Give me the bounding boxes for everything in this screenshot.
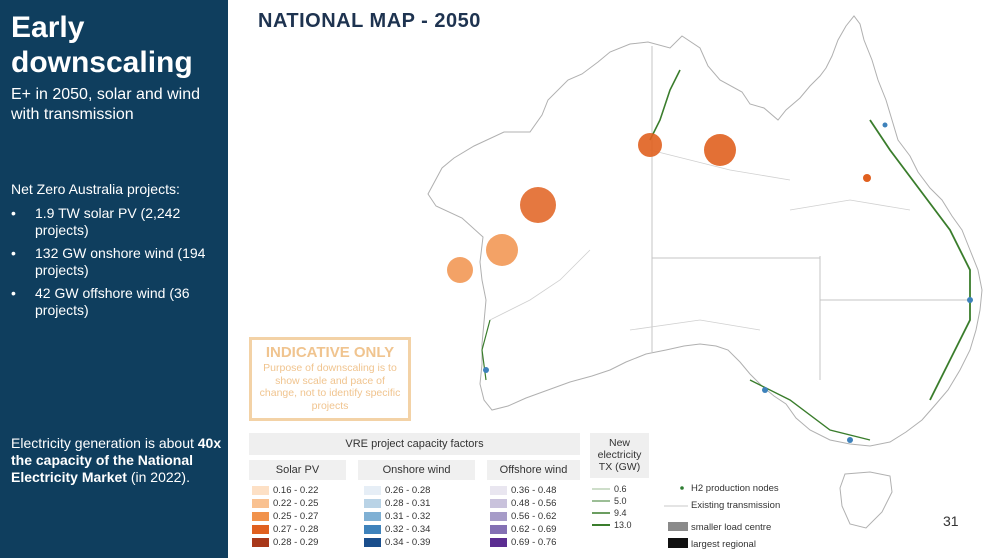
tx-legend-label: 9.4 — [614, 508, 627, 518]
key-smaller-label: smaller load centre — [691, 522, 772, 533]
generation-note-prefix: Electricity generation is about — [11, 435, 194, 451]
legend-solar-item: 0.28 - 0.29 — [252, 537, 318, 548]
legend-swatch — [252, 537, 269, 547]
indicative-body: Purpose of downscaling is to show scale … — [259, 362, 401, 412]
legend-solar-item: 0.25 - 0.27 — [252, 511, 318, 522]
slide-subtitle: E+ in 2050, solar and wind with transmis… — [11, 86, 201, 123]
legend-swatch — [490, 537, 507, 547]
legend-header: VRE project capacity factors — [249, 433, 580, 455]
generation-note: Electricity generation is about 40x the … — [11, 435, 223, 486]
solar-cluster-kimberley — [638, 133, 662, 157]
legend-swatch — [364, 511, 381, 521]
legend-solar-item: 0.16 - 0.22 — [252, 485, 318, 496]
legend-swatch — [252, 524, 269, 534]
australia-mainland — [427, 15, 983, 447]
page-number: 31 — [943, 513, 959, 529]
legend-col-solar-title: Solar PV — [249, 460, 346, 480]
existing-tx-line-east — [789, 199, 911, 211]
project-item-solar: 1.9 TW solar PV (2,242 projects) — [11, 205, 223, 239]
existing-transmission-lines — [489, 149, 911, 331]
solar-cluster-midwest — [486, 234, 518, 266]
australia-map — [427, 15, 983, 529]
generation-note-suffix: (in 2022). — [130, 469, 190, 485]
map-key-symbols — [664, 486, 688, 548]
legend-solar-item: 0.22 - 0.25 — [252, 498, 318, 509]
legend-offshore-item: 0.56 - 0.62 — [490, 511, 556, 522]
wind-project-clusters — [483, 122, 973, 443]
legend-swatch — [490, 524, 507, 534]
solar-cluster-qld — [863, 174, 871, 182]
existing-tx-line-south — [629, 319, 761, 331]
sidebar-panel: Early downscaling E+ in 2050, solar and … — [0, 0, 228, 558]
wind-cluster-1 — [483, 367, 489, 373]
tx-legend-label: 0.6 — [614, 484, 627, 494]
key-h2-label: H2 production nodes — [691, 483, 779, 494]
project-item-onshore-wind: 132 GW onshore wind (194 projects) — [11, 245, 223, 279]
legend-col-offshore-title: Offshore wind — [487, 460, 580, 480]
wind-cluster-3 — [847, 437, 853, 443]
map-title: NATIONAL MAP - 2050 — [258, 10, 481, 32]
solar-cluster-nt — [704, 134, 736, 166]
tx-legend-lines — [592, 488, 610, 526]
legend-swatch — [490, 498, 507, 508]
legend-offshore-item: 0.36 - 0.48 — [490, 485, 556, 496]
new-transmission-lines — [481, 69, 971, 441]
new-tx-line-east-coast — [869, 119, 971, 401]
wind-cluster-2 — [762, 387, 768, 393]
new-tx-line-south — [749, 379, 871, 441]
legend-onshore-item: 0.32 - 0.34 — [364, 524, 430, 535]
projects-list: 1.9 TW solar PV (2,242 projects) 132 GW … — [11, 205, 223, 325]
projects-heading: Net Zero Australia projects: — [11, 181, 180, 197]
legend-offshore-item: 0.62 - 0.69 — [490, 524, 556, 535]
key-existing-label: Existing transmission — [691, 500, 781, 511]
legend-swatch — [364, 485, 381, 495]
existing-tx-line-west — [489, 249, 591, 321]
legend-swatch — [490, 511, 507, 521]
legend-swatch — [364, 524, 381, 534]
solar-cluster-pilbara — [520, 187, 556, 223]
legend-onshore-item: 0.26 - 0.28 — [364, 485, 430, 496]
legend-onshore-item: 0.31 - 0.32 — [364, 511, 430, 522]
state-borders — [651, 46, 970, 380]
legend-offshore-item: 0.48 - 0.56 — [490, 498, 556, 509]
indicative-title: INDICATIVE ONLY — [265, 344, 395, 361]
legend-col-onshore-title: Onshore wind — [358, 460, 475, 480]
legend-swatch — [490, 485, 507, 495]
legend-solar-item: 0.27 - 0.28 — [252, 524, 318, 535]
tx-legend-label: 13.0 — [614, 520, 632, 530]
wind-cluster-4 — [967, 297, 973, 303]
project-item-offshore-wind: 42 GW offshore wind (36 projects) — [11, 285, 223, 319]
existing-tx-line-central — [649, 149, 791, 181]
legend-swatch — [364, 537, 381, 547]
legend-swatch — [252, 498, 269, 508]
legend-onshore-item: 0.34 - 0.39 — [364, 537, 430, 548]
key-largest-label: largest regional — [691, 539, 756, 550]
legend-swatch — [252, 485, 269, 495]
wind-cluster-5 — [882, 122, 888, 128]
legend-swatch — [252, 511, 269, 521]
tasmania — [839, 471, 893, 529]
solar-cluster-goldfields — [447, 257, 473, 283]
slide-title: Early downscaling — [11, 11, 193, 79]
tx-legend-title: New electricity TX (GW) — [590, 433, 649, 478]
legend-offshore-item: 0.69 - 0.76 — [490, 537, 556, 548]
largest-regional-icon — [668, 538, 688, 548]
smaller-load-centre-icon — [668, 522, 688, 531]
solar-project-clusters — [447, 133, 871, 283]
tx-legend-label: 5.0 — [614, 496, 627, 506]
h2-node-icon — [680, 486, 684, 490]
legend-onshore-item: 0.28 - 0.31 — [364, 498, 430, 509]
indicative-only-box: INDICATIVE ONLY Purpose of downscaling i… — [249, 337, 411, 421]
new-tx-line-north — [649, 69, 681, 141]
legend-swatch — [364, 498, 381, 508]
generation-note-bold: 40x the capacity of the National Electri… — [11, 435, 222, 485]
